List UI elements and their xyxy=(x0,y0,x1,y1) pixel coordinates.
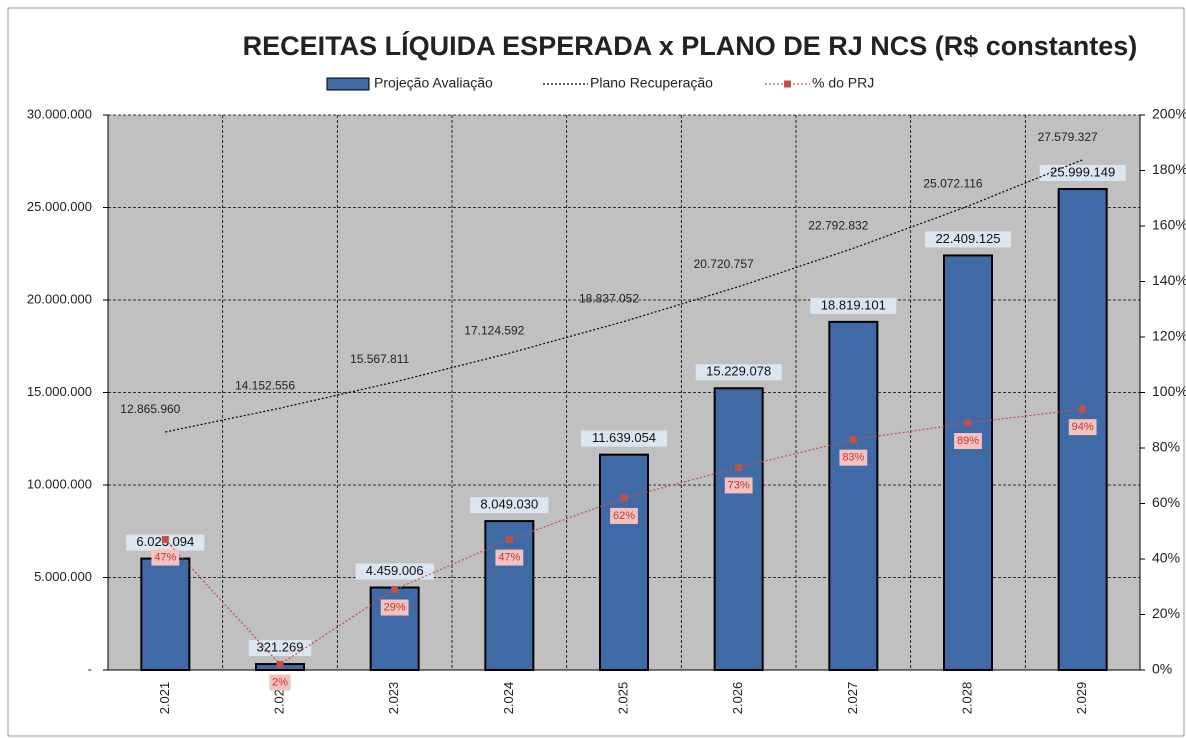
value-label: 62% xyxy=(613,510,635,522)
value-label: 321.269 xyxy=(257,639,304,654)
value-label: 47% xyxy=(154,551,176,563)
value-label: 8.049.030 xyxy=(480,497,538,512)
marker xyxy=(964,419,972,427)
value-label: 47% xyxy=(498,551,520,563)
y2-tick-label: 180% xyxy=(1152,161,1186,177)
y2-tick-label: 40% xyxy=(1152,550,1180,566)
x-tick-label: 2.024 xyxy=(501,682,516,715)
bar xyxy=(140,557,191,671)
value-label-box xyxy=(810,297,897,314)
y2-tick-label: 100% xyxy=(1152,383,1186,399)
value-label: 2% xyxy=(272,676,288,688)
marker xyxy=(849,436,857,444)
value-label-box xyxy=(839,449,868,466)
value-label-box xyxy=(470,497,549,514)
value-label-box xyxy=(248,640,312,657)
value-label-box xyxy=(581,430,667,447)
x-tick-label: 2.023 xyxy=(386,682,401,715)
y-tick-label: 15.000.000 xyxy=(27,384,92,399)
value-label: 15.229.078 xyxy=(706,364,771,379)
marker xyxy=(620,494,628,502)
y-tick-label: 10.000.000 xyxy=(27,476,92,491)
legend-label: Projeção Avaliação xyxy=(374,75,493,91)
chart-title: RECEITAS LÍQUIDA ESPERADA x PLANO DE RJ … xyxy=(243,30,1138,61)
value-label: 11.639.054 xyxy=(592,430,656,445)
x-tick-label: 2.026 xyxy=(730,682,745,715)
value-label: 83% xyxy=(842,452,864,464)
value-label: 29% xyxy=(384,601,406,613)
value-label-box xyxy=(724,477,753,494)
line xyxy=(165,159,1083,433)
value-label: 12.865.960 xyxy=(120,402,180,416)
value-label-box xyxy=(495,549,524,566)
marker xyxy=(276,660,284,668)
y2-tick-label: 60% xyxy=(1152,494,1180,510)
x-tick-label: 2.028 xyxy=(959,682,974,715)
y-tick-label: 5.000.000 xyxy=(34,569,92,584)
y-tick-label: - xyxy=(88,661,92,676)
value-label-box xyxy=(269,674,291,691)
legend-label: Plano Recuperação xyxy=(590,75,713,91)
y-tick-label: 25.000.000 xyxy=(27,199,92,214)
value-label-box xyxy=(1068,419,1097,436)
value-label-box xyxy=(695,364,782,381)
marker xyxy=(505,536,513,544)
x-tick-label: 2.027 xyxy=(845,682,860,715)
value-label: 15.567.811 xyxy=(350,352,409,366)
legend-marker xyxy=(784,80,791,88)
value-label: 22.792.832 xyxy=(808,219,868,233)
bar xyxy=(599,453,649,671)
y2-tick-label: 140% xyxy=(1152,272,1186,288)
legend-label: % do PRJ xyxy=(812,75,874,91)
value-label: 18.837.052 xyxy=(579,292,639,306)
y2-tick-label: 200% xyxy=(1152,106,1186,122)
value-label-box xyxy=(610,507,638,524)
legend-swatch xyxy=(326,77,370,91)
value-label: 20.720.757 xyxy=(694,257,754,271)
value-label-box xyxy=(151,549,180,566)
y2-tick-label: 120% xyxy=(1152,328,1186,344)
value-label: 25.072.116 xyxy=(923,176,982,190)
marker xyxy=(735,463,743,471)
bar xyxy=(713,387,764,671)
bar xyxy=(828,320,879,671)
marker xyxy=(391,586,399,594)
x-tick-label: 2.025 xyxy=(615,682,630,715)
y-tick-label: 30.000.000 xyxy=(27,106,92,121)
y2-tick-label: 20% xyxy=(1152,605,1180,621)
value-label: 17.124.592 xyxy=(464,323,524,337)
marker xyxy=(1079,405,1087,413)
marker xyxy=(161,536,169,544)
value-label: 14.152.556 xyxy=(235,378,295,392)
value-label-box xyxy=(954,433,982,450)
value-label: 22.409.125 xyxy=(935,231,1000,246)
value-label: 94% xyxy=(1072,421,1094,433)
y2-tick-label: 160% xyxy=(1152,217,1186,233)
x-tick-label: 2.021 xyxy=(157,682,172,715)
y2-tick-label: 80% xyxy=(1152,439,1180,455)
value-label: 25.999.149 xyxy=(1050,164,1115,179)
value-label-box xyxy=(1039,165,1126,182)
bar xyxy=(484,520,535,672)
y2-tick-label: 0% xyxy=(1152,661,1172,677)
value-label: 18.819.101 xyxy=(821,297,886,312)
x-tick-label: 2.029 xyxy=(1074,682,1089,715)
value-label-box xyxy=(925,231,1011,248)
value-label-box xyxy=(380,599,409,616)
value-label: 27.579.327 xyxy=(1038,130,1098,144)
bar xyxy=(943,254,993,671)
value-label-box xyxy=(355,563,434,580)
y-tick-label: 20.000.000 xyxy=(27,291,92,306)
value-label: 4.459.006 xyxy=(366,563,424,578)
value-label: 89% xyxy=(957,435,979,447)
value-label: 73% xyxy=(728,479,750,491)
